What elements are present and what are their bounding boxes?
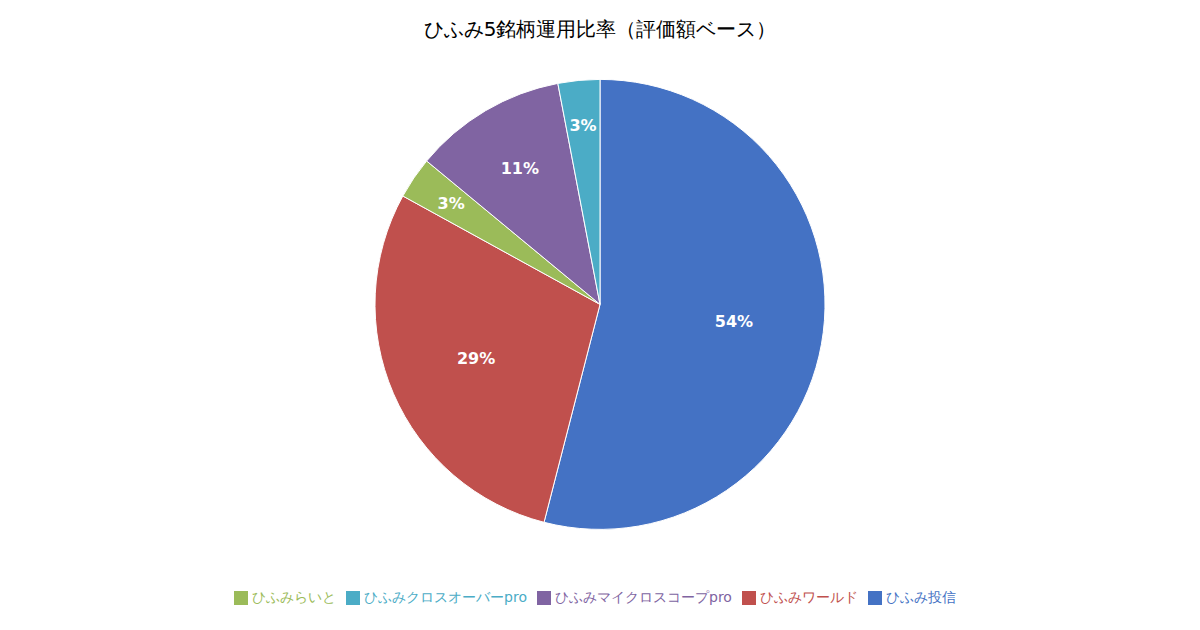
svg-text:11%: 11%: [501, 159, 539, 178]
svg-text:3%: 3%: [438, 194, 465, 213]
html-text:ひふみワールド: ひふみワールド: [759, 589, 858, 605]
html-text:ひふみ5銘柄運用比率（評価額ベース）: ひふみ5銘柄運用比率（評価額ベース）: [423, 17, 777, 41]
html-text:ひふみ投信: ひふみ投信: [885, 589, 956, 605]
html-text:ひふみマイクロスコープpro: ひふみマイクロスコープpro: [555, 589, 732, 605]
svg-text:54%: 54%: [715, 312, 753, 331]
svg-text:3%: 3%: [569, 116, 596, 135]
html-text:ひふみらいと: ひふみらいと: [252, 589, 337, 605]
svg-text:29%: 29%: [457, 349, 495, 368]
html-text:ひふみクロスオーバーpro: ひふみクロスオーバーpro: [364, 589, 527, 605]
